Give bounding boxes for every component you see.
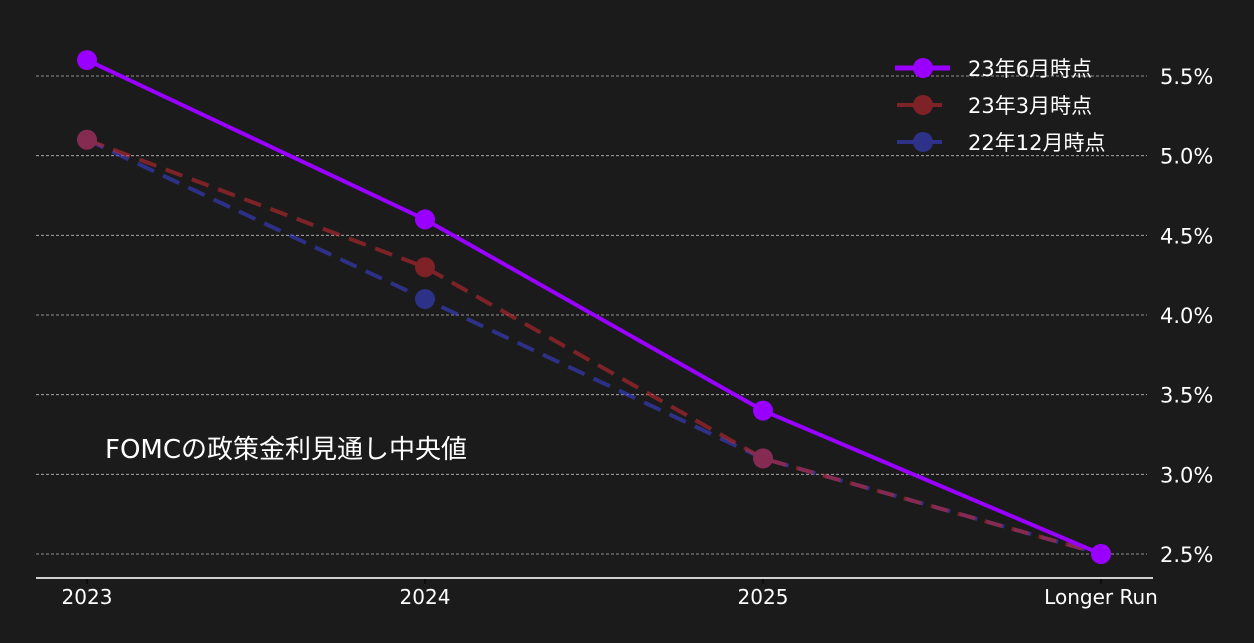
y-tick-label: 3.5% bbox=[1160, 384, 1213, 408]
series-line bbox=[86, 137, 1102, 556]
data-point-marker bbox=[753, 448, 773, 469]
legend-label: 23年6月時点 bbox=[968, 57, 1092, 81]
legend-marker-icon bbox=[913, 58, 933, 78]
x-tick-label: Longer Run bbox=[1044, 585, 1158, 609]
y-tick-label: 4.5% bbox=[1160, 224, 1213, 248]
y-tick-label: 5.0% bbox=[1160, 145, 1213, 169]
legend-marker-icon bbox=[913, 132, 933, 152]
series-1 bbox=[77, 129, 1111, 564]
y-tick-label: 3.0% bbox=[1160, 463, 1213, 487]
y-tick-label: 5.5% bbox=[1160, 65, 1213, 89]
y-tick-label: 2.5% bbox=[1160, 543, 1213, 567]
legend-label: 23年3月時点 bbox=[968, 94, 1092, 118]
x-tick-label: 2024 bbox=[400, 585, 451, 609]
series-0 bbox=[77, 50, 1111, 564]
legend-item bbox=[897, 132, 942, 152]
data-point-marker bbox=[77, 129, 97, 150]
data-point-marker bbox=[753, 400, 773, 421]
data-point-marker bbox=[415, 209, 435, 230]
series-line bbox=[86, 137, 1102, 556]
y-axis-tick-labels: 2.5% 3.0% 3.5% 4.0% 4.5% 5.0% 5.5% bbox=[1160, 65, 1213, 567]
series-line bbox=[86, 58, 1102, 556]
x-tick-label: 2025 bbox=[738, 585, 789, 609]
y-tick-label: 4.0% bbox=[1160, 304, 1213, 328]
grid-lines bbox=[36, 75, 1147, 555]
data-point-marker bbox=[415, 257, 435, 278]
legend-marker-icon bbox=[913, 95, 933, 115]
chart-annotation: FOMCの政策金利見通し中央値 bbox=[105, 435, 467, 465]
data-point-marker bbox=[77, 50, 97, 71]
legend-item bbox=[897, 95, 942, 115]
x-tick-label: 2023 bbox=[62, 585, 113, 609]
legend-item bbox=[895, 58, 950, 78]
data-point-marker bbox=[415, 289, 435, 310]
x-axis-tick-labels: 2023 2024 2025 Longer Run bbox=[62, 579, 1158, 609]
data-point-marker bbox=[1091, 544, 1111, 564]
data-series bbox=[77, 50, 1111, 564]
legend: 23年6月時点 23年3月時点 22年12月時点 bbox=[895, 57, 1105, 155]
legend-label: 22年12月時点 bbox=[968, 131, 1105, 155]
